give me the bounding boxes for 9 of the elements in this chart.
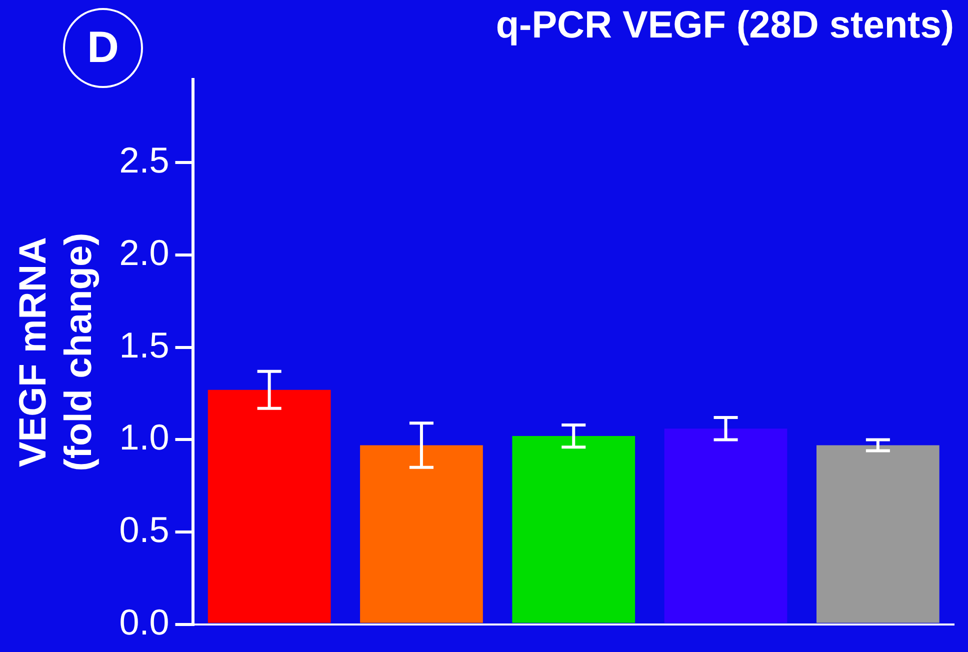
y-tick-label: 0.0 — [119, 601, 170, 642]
chart-title: q-PCR VEGF (28D stents) — [496, 4, 954, 46]
y-tick-label: 2.0 — [119, 232, 170, 273]
y-tick-label: 1.5 — [119, 324, 170, 366]
y-tick-label: 0.5 — [119, 508, 170, 550]
circle-badge: D — [63, 8, 143, 88]
y-tick-label: 1.0 — [119, 416, 170, 458]
y-tick-label: 2.5 — [119, 140, 170, 181]
y-axis-title: VEGF mRNA (fold change) — [12, 232, 100, 472]
